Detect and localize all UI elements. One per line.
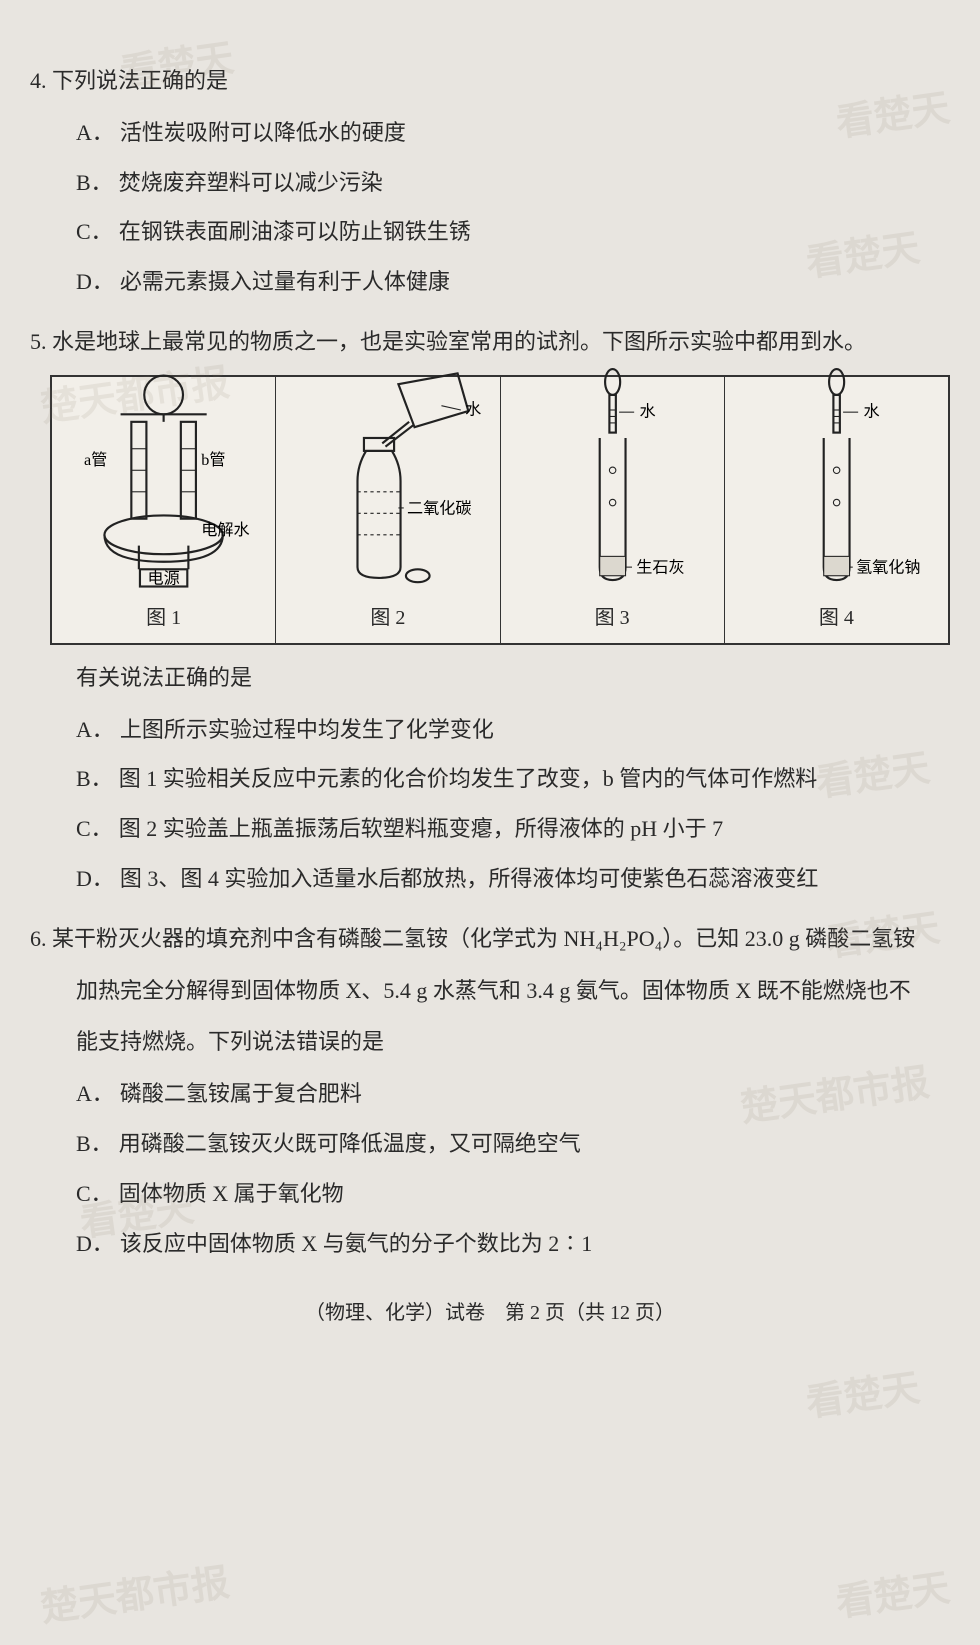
q6-c-text: 固体物质 X 属于氧化物 (119, 1181, 344, 1206)
q5-b-text: 图 1 实验相关反应中元素的化合价均发生了改变，b 管内的气体可作燃料 (119, 766, 818, 791)
q4-stem: 4. 下列说法正确的是 (30, 60, 950, 102)
q5-sub-stem: 有关说法正确的是 (30, 657, 950, 699)
q4-stem-text: 下列说法正确的是 (52, 68, 228, 93)
question-5: 5. 水是地球上最常见的物质之一，也是实验室常用的试剂。下图所示实验中都用到水。 (30, 321, 950, 900)
q5-c-text: 图 2 实验盖上瓶盖振荡后软塑料瓶变瘪，所得液体的 pH 小于 7 (119, 816, 723, 841)
page-footer: （物理、化学）试卷 第 2 页（共 12 页） (30, 1294, 950, 1332)
q5-a-text: 上图所示实验过程中均发生了化学变化 (120, 717, 494, 742)
q4-c-text: 在钢铁表面刷油漆可以防止钢铁生锈 (119, 219, 471, 244)
svg-text:水: 水 (863, 403, 879, 421)
q6-a-text: 磷酸二氢铵属于复合肥料 (120, 1081, 362, 1106)
fig4-caption: 图 4 (819, 599, 854, 637)
figure-1: a管 b管 电解水 电源 图 1 (52, 377, 276, 643)
q5-figure-row: a管 b管 电解水 电源 图 1 (50, 375, 950, 645)
q6-stem-line3: 能支持燃烧。下列说法错误的是 (30, 1021, 950, 1063)
watermark: 看楚天 (802, 1352, 925, 1439)
svg-text:a管: a管 (84, 451, 107, 469)
q4-options: A．活性炭吸附可以降低水的硬度 B．焚烧废弃塑料可以减少污染 C．在钢铁表面刷油… (30, 112, 950, 303)
q4-d-text: 必需元素摄入过量有利于人体健康 (120, 269, 450, 294)
q5-option-b: B．图 1 实验相关反应中元素的化合价均发生了改变，b 管内的气体可作燃料 (76, 758, 950, 800)
q4-option-d: D．必需元素摄入过量有利于人体健康 (76, 261, 950, 303)
q5-stem-text: 水是地球上最常见的物质之一，也是实验室常用的试剂。下图所示实验中都用到水。 (52, 329, 866, 354)
q4-option-c: C．在钢铁表面刷油漆可以防止钢铁生锈 (76, 211, 950, 253)
q4-option-a: A．活性炭吸附可以降低水的硬度 (76, 112, 950, 154)
fig1-caption: 图 1 (146, 599, 181, 637)
figure-4: 水 氢氧化钠 图 4 (725, 377, 948, 643)
question-4: 4. 下列说法正确的是 A．活性炭吸附可以降低水的硬度 B．焚烧废弃塑料可以减少… (30, 60, 950, 303)
q6-b-text: 用磷酸二氢铵灭火既可降低温度，又可隔绝空气 (119, 1131, 581, 1156)
q5-number: 5. (30, 329, 47, 354)
svg-text:氢氧化钠: 氢氧化钠 (856, 559, 921, 577)
q6-number: 6. (30, 926, 47, 951)
q5-options: A．上图所示实验过程中均发生了化学变化 B．图 1 实验相关反应中元素的化合价均… (30, 709, 950, 900)
q6-option-d: D．该反应中固体物质 X 与氨气的分子个数比为 2∶1 (76, 1223, 950, 1265)
fig2-caption: 图 2 (370, 599, 405, 637)
q4-b-text: 焚烧废弃塑料可以减少污染 (119, 170, 383, 195)
q4-a-text: 活性炭吸附可以降低水的硬度 (120, 120, 406, 145)
svg-text:水: 水 (465, 401, 481, 419)
svg-text:电解水: 电解水 (201, 521, 249, 539)
figure-3: 水 生石灰 图 3 (501, 377, 725, 643)
q6-stem1-text: 某干粉灭火器的填充剂中含有磷酸二氢铵（化学式为 NH₄H₂PO₄）。已知 23.… (52, 926, 915, 951)
svg-text:b管: b管 (201, 451, 225, 469)
q4-option-b: B．焚烧废弃塑料可以减少污染 (76, 162, 950, 204)
q6-stem-line2: 加热完全分解得到固体物质 X、5.4 g 水蒸气和 3.4 g 氨气。固体物质 … (30, 970, 950, 1012)
q6-d-text: 该反应中固体物质 X 与氨气的分子个数比为 2∶1 (120, 1231, 592, 1256)
q6-stem-line1: 6. 某干粉灭火器的填充剂中含有磷酸二氢铵（化学式为 NH₄H₂PO₄）。已知 … (30, 918, 950, 960)
q6-option-b: B．用磷酸二氢铵灭火既可降低温度，又可隔绝空气 (76, 1123, 950, 1165)
svg-text:水: 水 (639, 403, 655, 421)
q4-number: 4. (30, 68, 47, 93)
q5-option-d: D．图 3、图 4 实验加入适量水后都放热，所得液体均可使紫色石蕊溶液变红 (76, 858, 950, 900)
svg-text:生石灰: 生石灰 (636, 559, 684, 577)
q5-d-text: 图 3、图 4 实验加入适量水后都放热，所得液体均可使紫色石蕊溶液变红 (120, 866, 819, 891)
q6-option-c: C．固体物质 X 属于氧化物 (76, 1173, 950, 1215)
question-6: 6. 某干粉灭火器的填充剂中含有磷酸二氢铵（化学式为 NH₄H₂PO₄）。已知 … (30, 918, 950, 1265)
svg-text:电源: 电源 (147, 570, 179, 588)
figure-2: 水 二氧化碳 图 2 (276, 377, 500, 643)
watermark: 看楚天 (832, 1552, 955, 1639)
q6-options: A．磷酸二氢铵属于复合肥料 B．用磷酸二氢铵灭火既可降低温度，又可隔绝空气 C．… (30, 1073, 950, 1264)
svg-text:二氧化碳: 二氧化碳 (407, 500, 472, 518)
q5-option-a: A．上图所示实验过程中均发生了化学变化 (76, 709, 950, 751)
watermark: 楚天都市报 (36, 1547, 234, 1645)
fig3-caption: 图 3 (595, 599, 630, 637)
q5-option-c: C．图 2 实验盖上瓶盖振荡后软塑料瓶变瘪，所得液体的 pH 小于 7 (76, 808, 950, 850)
q6-option-a: A．磷酸二氢铵属于复合肥料 (76, 1073, 950, 1115)
